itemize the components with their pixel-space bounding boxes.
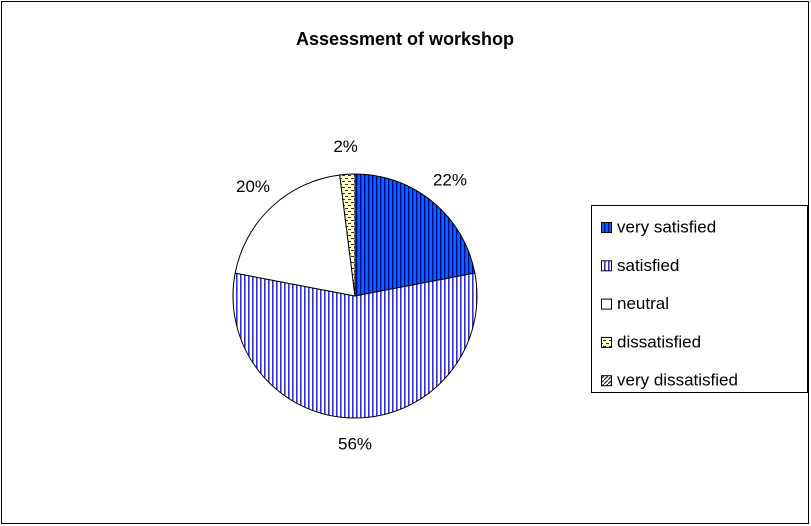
data-label: 22% xyxy=(433,171,467,190)
pie-slice xyxy=(232,272,478,419)
legend-swatch xyxy=(601,336,612,348)
legend xyxy=(591,205,808,393)
chart-title: Assessment of workshop xyxy=(296,29,514,49)
data-label: 56% xyxy=(338,434,372,453)
data-label: 20% xyxy=(236,177,270,196)
legend-swatch xyxy=(601,260,612,272)
legend-swatch xyxy=(601,375,612,387)
legend-label: satisfied xyxy=(617,256,679,275)
legend-swatch xyxy=(601,222,612,233)
legend-label: dissatisfied xyxy=(617,332,701,351)
legend-label: very dissatisfied xyxy=(617,371,738,390)
legend-swatch xyxy=(601,298,612,310)
legend-label: neutral xyxy=(617,294,669,313)
pie-slice xyxy=(354,173,476,297)
data-label: 2% xyxy=(333,137,358,156)
pie-slice xyxy=(234,174,356,297)
legend-label: very satisfied xyxy=(617,217,716,236)
